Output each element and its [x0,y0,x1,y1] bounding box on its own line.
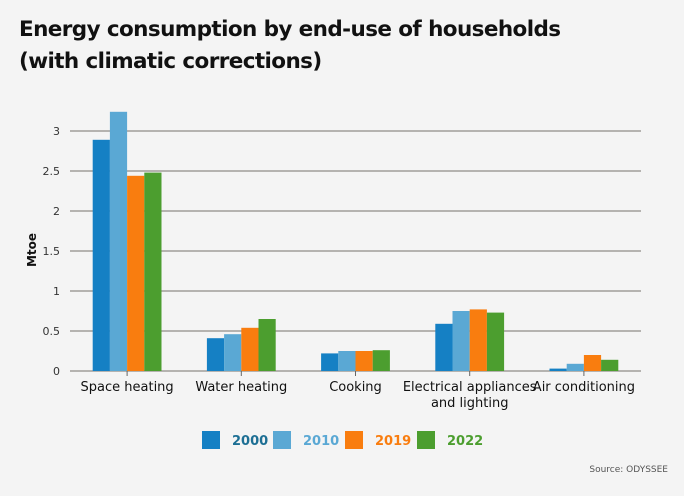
legend-label-2019: 2019 [375,434,411,449]
legend-label-2000: 2000 [232,434,268,449]
source-note: Source: ODYSSEE [589,465,668,475]
bar-2010-2 [338,351,356,371]
legend-swatch-2019 [345,431,363,449]
bar-2010-1 [224,334,242,371]
legend-swatch-2022 [417,431,435,449]
chart-title-line1: Energy consumption by end-use of househo… [19,17,561,42]
bar-2019-1 [241,327,259,371]
bar-2022-0 [144,172,162,371]
bar-2019-3 [469,309,487,371]
bar-2010-0 [109,111,128,372]
bar-2022-2 [372,350,390,371]
y-tick-label: 2 [53,205,60,218]
bar-2000-0 [92,139,110,371]
legend-swatch-2000 [202,431,220,449]
bar-2000-3 [435,323,453,371]
y-tick-label: 0.5 [43,325,61,338]
bar-2022-3 [486,312,505,371]
bar-2019-4 [583,355,602,371]
bar-2019-2 [355,351,373,371]
bar-2019-0 [127,175,145,371]
bar-2000-4 [549,368,567,371]
y-axis-label: Mtoe [25,233,39,267]
y-tick-label: 3 [53,125,60,138]
x-category-label: and lighting [431,396,509,411]
x-category-label: Water heating [195,380,287,395]
x-category-label: Cooking [329,380,382,395]
chart-subtitle: (with climatic corrections) [19,49,322,74]
x-category-label: Air conditioning [533,380,635,395]
bar-2010-4 [566,363,584,371]
legend-swatch-2010 [273,431,291,449]
legend-label-2010: 2010 [303,434,339,449]
bar-2000-1 [206,338,225,371]
x-category-label: Electrical appliances [403,380,537,395]
bar-2000-2 [321,353,339,371]
x-category-label: Space heating [81,380,174,395]
y-tick-label: 0 [53,365,60,378]
chart-title: Energy consumption by end-use of househo… [19,14,561,78]
y-tick-label: 1 [53,285,60,298]
bar-2022-1 [258,319,276,371]
bar-2010-3 [452,311,470,371]
legend-label-2022: 2022 [447,434,483,449]
y-tick-label: 1.5 [43,245,61,258]
y-tick-label: 2.5 [43,165,61,178]
bar-2022-4 [601,359,619,371]
